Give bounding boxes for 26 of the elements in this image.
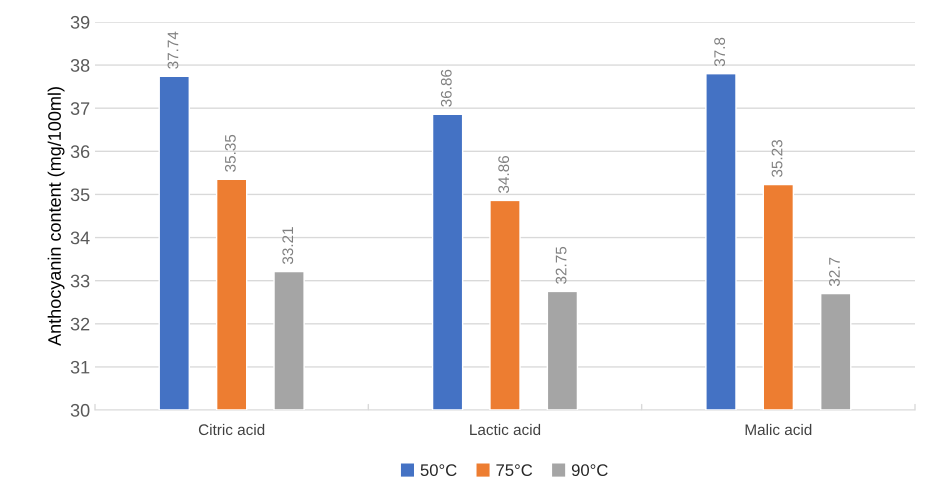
data-label: 36.86 [440,70,452,107]
x-tick-label: Lactic acid [470,424,540,436]
y-tick-label: 32 [70,318,90,330]
x-tick-label: Malic acid [746,424,812,436]
data-label: 32.75 [556,246,566,284]
y-tick-label: 31 [70,360,90,374]
data-label: 33.21 [282,227,294,264]
y-tick-label: 33 [70,274,90,288]
x-tick-label: Citric acid [198,424,264,436]
data-label: 32.7 [829,258,840,286]
legend-label: 75°C [496,464,532,476]
y-tick-label: 34 [70,231,90,244]
data-label: 35.35 [224,134,236,172]
y-tick-label: 39 [70,16,90,29]
legend-label: 90°C [572,464,608,476]
legend-label: 50°C [420,464,457,476]
y-tick-label: 36 [70,145,90,158]
y-tick-label: 35 [70,188,90,202]
data-label: 34.86 [498,156,510,193]
data-label: 37.8 [714,38,726,66]
y-tick-label: 38 [70,59,90,72]
y-tick-label: 30 [70,404,90,417]
y-axis-title: Anthocyanin content (mg/100ml) [48,87,64,346]
y-tick-label: 37 [70,102,90,115]
data-label: 37.74 [168,32,178,69]
data-label: 35.23 [772,140,782,177]
